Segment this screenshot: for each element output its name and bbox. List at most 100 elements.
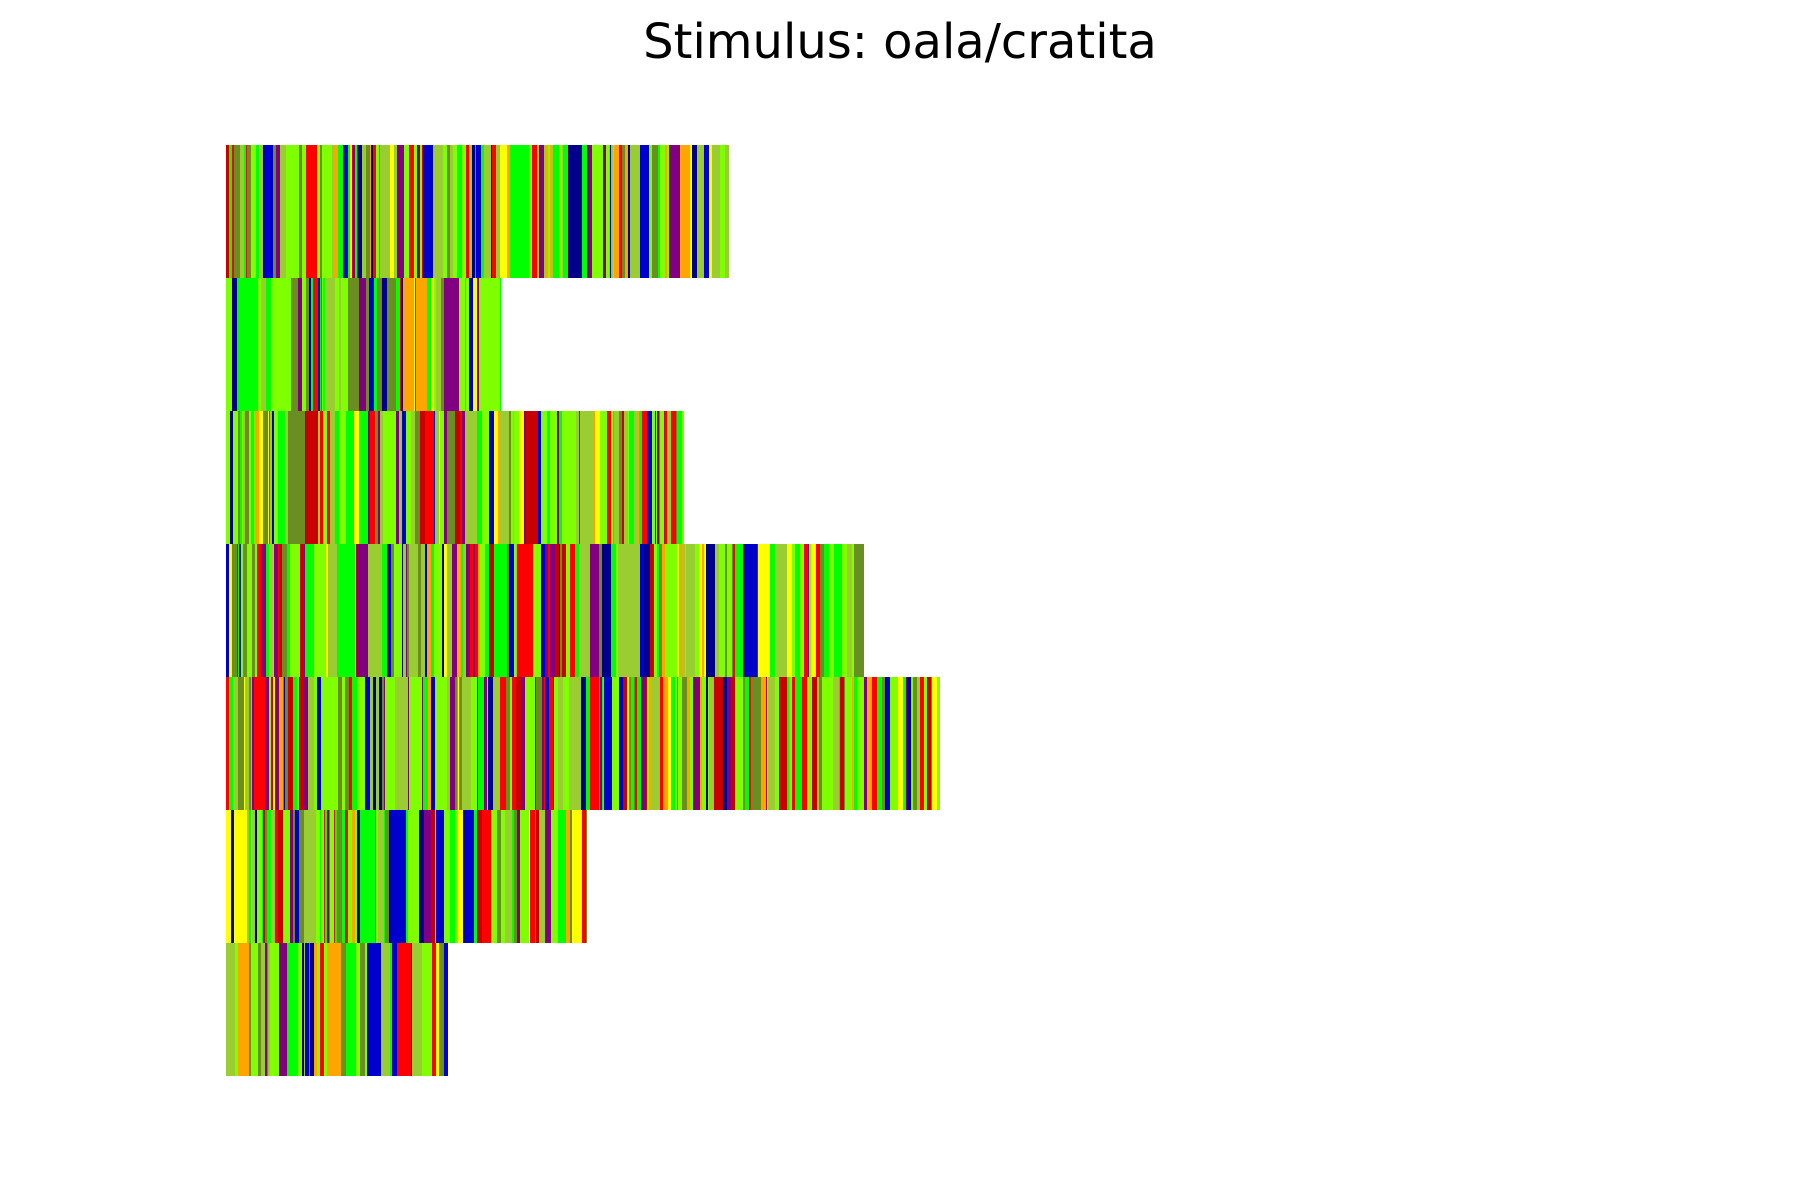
stripe-cell bbox=[381, 943, 390, 1076]
stripe-cell bbox=[520, 810, 524, 943]
stripe-cell bbox=[354, 411, 359, 544]
stripe-cell bbox=[890, 677, 896, 810]
stripe-cell bbox=[572, 810, 582, 943]
stripe-cell bbox=[657, 544, 659, 677]
stripe-cell bbox=[682, 677, 687, 810]
stripe-cell bbox=[804, 544, 808, 677]
stripe-cell bbox=[317, 943, 320, 1076]
stripe-cell bbox=[619, 411, 622, 544]
stripe-cell bbox=[690, 677, 693, 810]
stripe-cell bbox=[387, 278, 396, 411]
stripe-cell bbox=[671, 411, 676, 544]
stripe-cell bbox=[839, 677, 840, 810]
stripe-cell bbox=[545, 810, 546, 943]
stripe-cell bbox=[392, 943, 397, 1076]
stripe-cell bbox=[775, 544, 787, 677]
stripe-cell bbox=[500, 677, 506, 810]
stripe-cell bbox=[484, 677, 487, 810]
stripe-cell bbox=[799, 677, 802, 810]
stripe-cell bbox=[302, 278, 306, 411]
stripe-cell bbox=[665, 544, 670, 677]
stripe-cell bbox=[324, 810, 325, 943]
stripe-cell bbox=[417, 145, 420, 278]
stripe-cell bbox=[645, 145, 649, 278]
stripe-cell bbox=[237, 278, 251, 411]
stripe-cell bbox=[519, 411, 524, 544]
stripe-cell bbox=[542, 411, 545, 544]
stripe-cell bbox=[629, 677, 631, 810]
stripe-cell bbox=[226, 943, 235, 1076]
stripe-cell bbox=[484, 278, 487, 411]
stripe-cell bbox=[896, 677, 898, 810]
stripe-cell bbox=[234, 145, 235, 278]
stripe-cell bbox=[475, 411, 477, 544]
stripe-cell bbox=[261, 544, 266, 677]
stripe-cell bbox=[898, 677, 903, 810]
stripe-cell bbox=[537, 145, 539, 278]
stripe-cell bbox=[768, 677, 775, 810]
stripe-cell bbox=[702, 544, 704, 677]
stripe-cell bbox=[316, 810, 320, 943]
stripe-cell bbox=[369, 278, 374, 411]
stripe-cell bbox=[649, 677, 652, 810]
stripe-cell bbox=[882, 677, 885, 810]
stripe-cell bbox=[877, 677, 882, 810]
stripe-cell bbox=[431, 677, 435, 810]
stripe-cell bbox=[408, 810, 419, 943]
stripe-cell bbox=[538, 411, 541, 544]
stripe-cell bbox=[796, 544, 800, 677]
stripe-cell bbox=[255, 810, 257, 943]
stripe-cell bbox=[524, 411, 526, 544]
stripe-cell bbox=[240, 411, 242, 544]
stripe-cell bbox=[536, 677, 540, 810]
stripe-cell bbox=[432, 943, 436, 1076]
stripe-cell bbox=[505, 810, 509, 943]
stripe-cell bbox=[231, 810, 234, 943]
stripe-cell bbox=[413, 544, 418, 677]
stripe-cell bbox=[479, 278, 484, 411]
stripe-cell bbox=[507, 145, 510, 278]
stripe-cell bbox=[425, 411, 434, 544]
stripe-cell bbox=[389, 544, 391, 677]
stripe-cell bbox=[291, 278, 298, 411]
stripe-cell bbox=[611, 411, 613, 544]
stripe-cell bbox=[727, 677, 731, 810]
stripe-cell bbox=[584, 411, 588, 544]
stripe-cell bbox=[822, 677, 833, 810]
stripe-cell bbox=[608, 145, 609, 278]
stripe-cell bbox=[377, 677, 379, 810]
stripe-cell bbox=[604, 677, 612, 810]
stripe-cell bbox=[574, 411, 576, 544]
stripe-cell bbox=[287, 943, 297, 1076]
stripe-cell bbox=[749, 677, 751, 810]
stripe-cell bbox=[469, 278, 473, 411]
stripe-cell bbox=[622, 411, 624, 544]
stripe-cell bbox=[274, 544, 278, 677]
stripe-cell bbox=[566, 677, 569, 810]
stripe-cell bbox=[512, 810, 514, 943]
stripe-cell bbox=[279, 677, 283, 810]
stripe-cell bbox=[477, 411, 482, 544]
stripe-cell bbox=[403, 544, 406, 677]
stripe-cell bbox=[668, 677, 671, 810]
stripe-cell bbox=[665, 411, 667, 544]
stripe-cell bbox=[365, 943, 367, 1076]
stripe-cell bbox=[562, 411, 574, 544]
stripe-cell bbox=[251, 677, 252, 810]
stripe-cell bbox=[261, 278, 266, 411]
stripe-cell bbox=[819, 677, 822, 810]
stripe-cell bbox=[288, 677, 293, 810]
stripe-cell bbox=[647, 411, 652, 544]
stripe-cell bbox=[477, 810, 481, 943]
stripe-cell bbox=[320, 943, 324, 1076]
stripe-cell bbox=[226, 278, 232, 411]
stripe-cell bbox=[447, 544, 452, 677]
stripe-cell bbox=[394, 677, 395, 810]
stripe-cell bbox=[395, 677, 407, 810]
stripe-cell bbox=[795, 544, 796, 677]
stripe-cell bbox=[679, 544, 682, 677]
stripe-cell bbox=[602, 544, 611, 677]
stripe-cell bbox=[370, 677, 371, 810]
stripe-cell bbox=[494, 544, 507, 677]
stripe-cell bbox=[613, 411, 614, 544]
